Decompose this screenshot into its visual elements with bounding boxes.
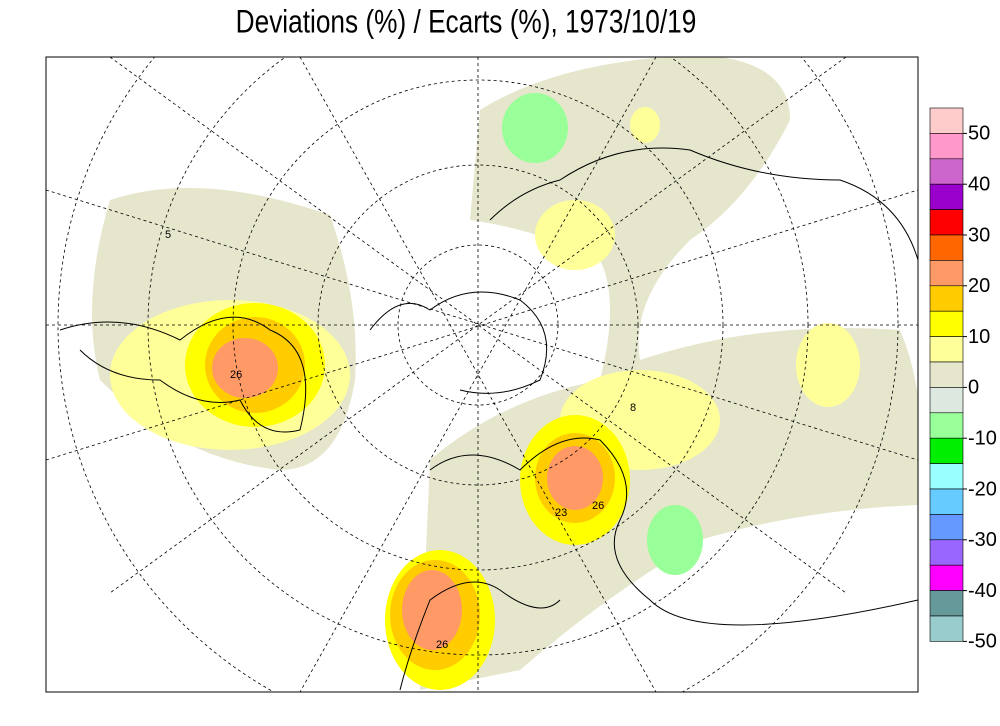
colorbar-swatch [929, 463, 964, 490]
map-title: Deviations (%) / Ecarts (%), 1973/10/19 [236, 5, 697, 40]
colorbar: 50 40 30 20 10 0 -10 -20 -30 -40 -50 [929, 107, 997, 653]
colorbar-label: -40 [968, 580, 997, 602]
colorbar-swatch [929, 285, 964, 312]
colorbar-swatch [929, 260, 964, 287]
contour-label: 8 [630, 402, 636, 414]
colorbar-label: -10 [968, 427, 997, 449]
contour-label: 5 [165, 229, 171, 241]
colorbar-swatch [929, 183, 964, 210]
map-area: 5 26 23 26 8 26 [46, 57, 918, 692]
colorbar-swatch [929, 539, 964, 566]
colorbar-label: -30 [968, 529, 997, 551]
contour-label: 26 [592, 500, 604, 512]
colorbar-swatch [929, 361, 964, 388]
colorbar-label: 0 [968, 377, 979, 399]
colorbar-swatch [929, 437, 964, 464]
colorbar-swatch [929, 412, 964, 439]
colorbar-swatch [929, 310, 964, 337]
contour-labels: 5 26 23 26 8 26 [165, 229, 636, 651]
graticule [46, 57, 918, 692]
colorbar-label: 20 [968, 275, 990, 297]
colorbar-swatch [929, 615, 964, 642]
colorbar-swatch [929, 514, 964, 541]
colorbar-swatch [929, 209, 964, 236]
contour-label: 26 [230, 369, 242, 381]
colorbar-label: 10 [968, 326, 990, 348]
colorbar-swatch [929, 387, 964, 414]
colorbar-swatch [929, 590, 964, 617]
map-frame [45, 56, 919, 693]
colorbar-swatch [929, 107, 964, 134]
contour-label: 23 [555, 507, 567, 519]
colorbar-swatch [929, 564, 964, 591]
colorbar-swatch [929, 336, 964, 363]
colorbar-label: -50 [968, 631, 997, 653]
colorbar-label: 30 [968, 224, 990, 246]
colorbar-swatch [929, 488, 964, 515]
colorbar-swatch [929, 133, 964, 160]
colorbar-label: 40 [968, 173, 990, 195]
colorbar-label: -20 [968, 478, 997, 500]
coastlines [59, 147, 918, 691]
colorbar-swatch [929, 158, 964, 185]
colorbar-swatch [929, 234, 964, 261]
contour-label: 26 [436, 639, 448, 651]
colorbar-label: 50 [968, 123, 990, 145]
